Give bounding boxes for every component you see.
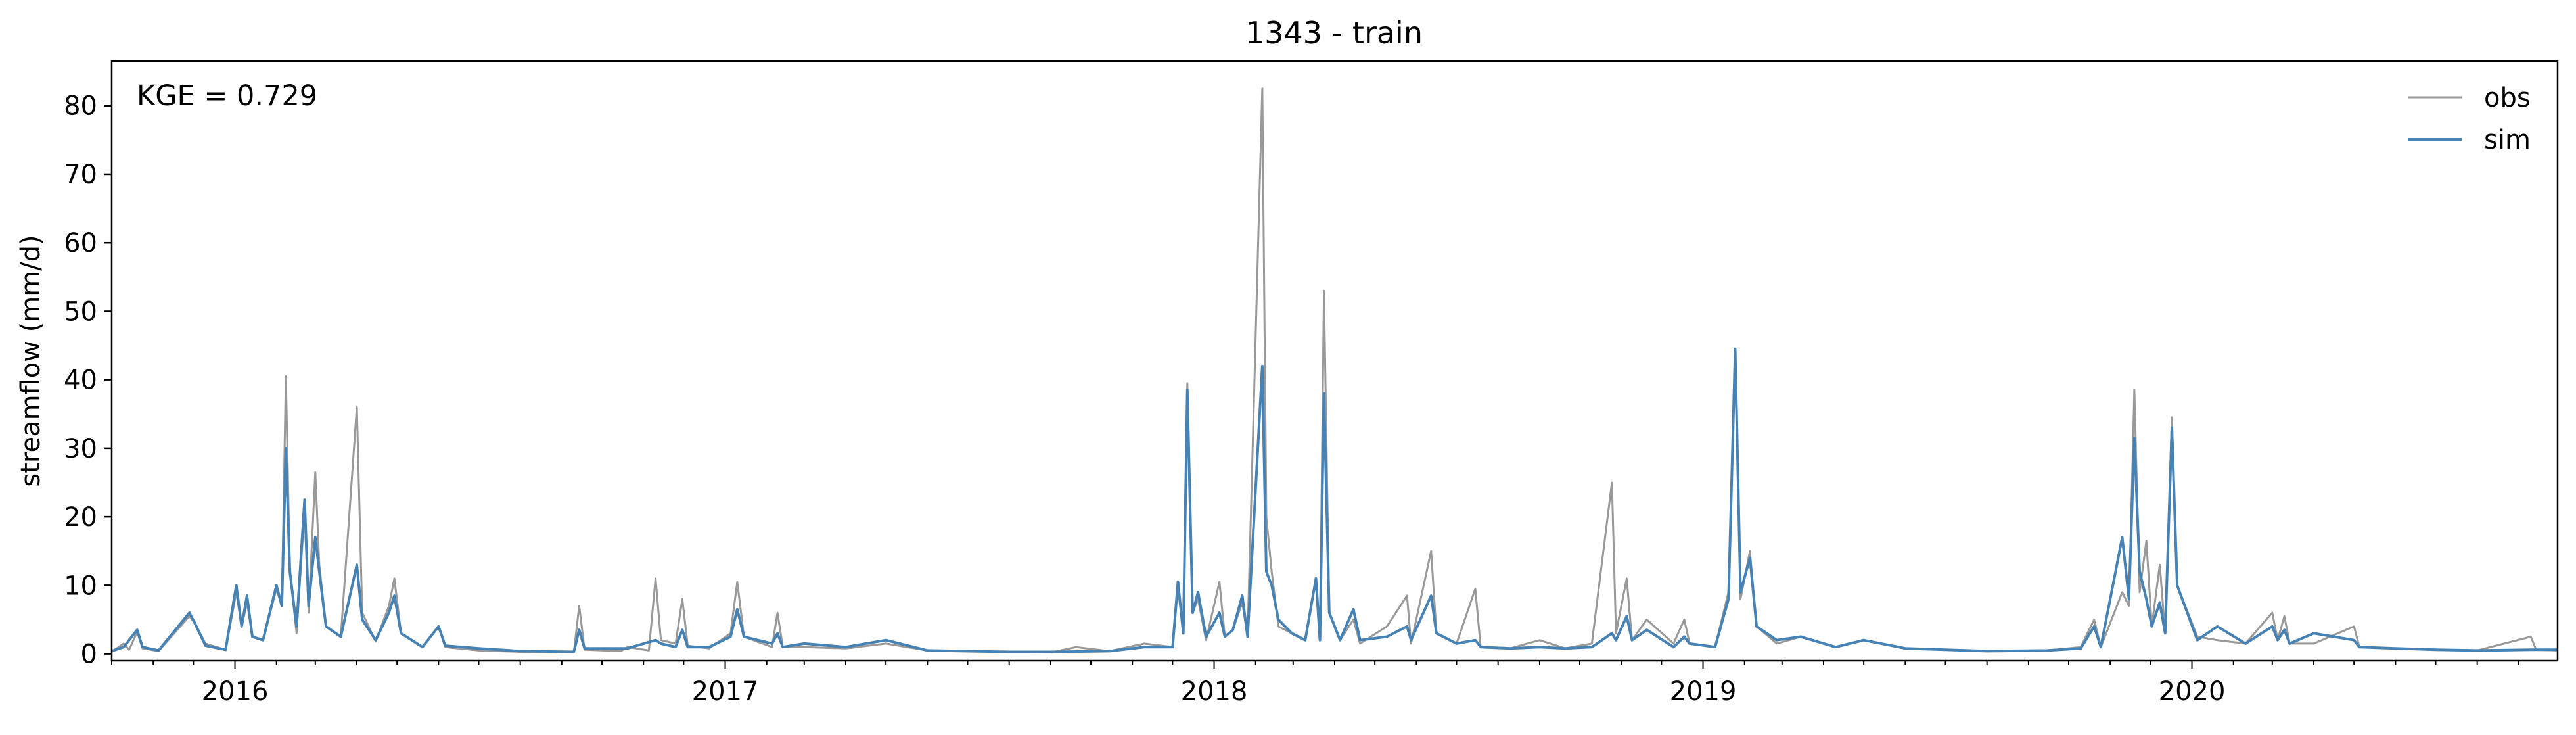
x-tick-label: 2019 [1670,676,1737,707]
y-tick-label: 0 [81,640,97,670]
x-tick-label: 2017 [692,676,759,707]
y-tick-label: 30 [64,434,97,464]
y-tick-label: 50 [64,296,97,327]
chart-title: 1343 - train [1245,15,1423,51]
x-tick-label: 2016 [202,676,269,707]
y-tick-label: 70 [64,160,97,190]
x-tick-label: 2020 [2159,676,2226,707]
y-tick-label: 20 [64,502,97,533]
y-tick-label: 60 [64,228,97,258]
series-line-sim [111,347,2558,653]
legend-label-obs: obs [2484,83,2531,113]
y-tick-label: 80 [64,91,97,122]
y-axis-label: streamflow (mm/d) [16,235,46,486]
series-line-obs [111,87,2558,653]
y-tick-label: 40 [64,366,97,396]
y-axis: 0 10 20 30 40 50 60 70 80 [64,91,112,670]
legend: obs sim [2408,83,2531,155]
y-tick-label: 10 [64,571,97,601]
kge-annotation: KGE = 0.729 [137,80,317,112]
series-layer [111,87,2558,653]
legend-label-sim: sim [2484,125,2531,155]
x-tick-label: 2018 [1181,676,1248,707]
x-axis: 2016 2017 2018 2019 2020 [111,661,2519,707]
